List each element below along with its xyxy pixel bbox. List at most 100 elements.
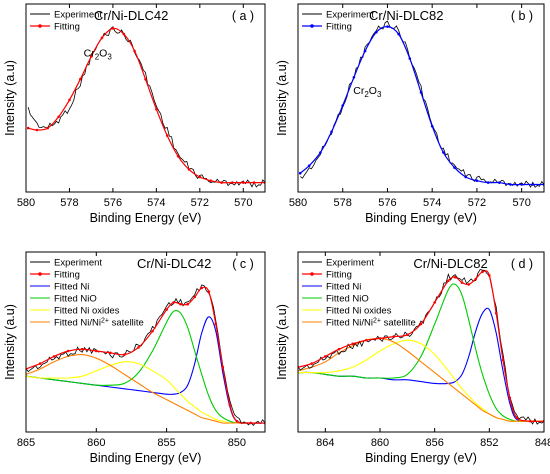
plot-area-b	[298, 20, 544, 188]
legend-label: Experiment	[54, 10, 102, 21]
data-point-fitting	[46, 126, 49, 130]
x-tick-label: 860	[87, 437, 105, 449]
series-line-fitted-ni-ni2-satellite	[26, 353, 265, 424]
data-point-fitting	[494, 311, 498, 315]
data-point-fitting	[151, 329, 154, 333]
data-point-fitting	[419, 91, 423, 94]
data-point-fitting	[352, 76, 356, 79]
series-line-fitted-ni	[26, 316, 265, 424]
legend-marker-fitting	[38, 272, 42, 276]
legend-label: Fitted Ni oxides	[326, 306, 392, 317]
x-tick-label: 574	[423, 197, 441, 209]
data-point-fitting	[228, 403, 232, 407]
x-tick-label: 865	[17, 437, 35, 449]
data-point-fitting	[515, 416, 518, 419]
x-tick-label: 864	[316, 437, 334, 449]
legend-label: Fitting	[54, 22, 80, 33]
data-point-fitting	[172, 301, 175, 304]
panel-tag: ( c )	[232, 257, 254, 271]
peak-annotation: Cr2O3	[353, 85, 382, 99]
plot-area-a	[26, 26, 265, 188]
panel-title: Cr/Ni-DLC42	[137, 256, 211, 271]
data-point-fitting	[165, 308, 168, 311]
data-point-fitting	[392, 335, 396, 338]
data-point-fitting	[442, 151, 445, 154]
legend-label: Experiment	[54, 258, 102, 269]
x-tick-label: 848	[535, 437, 550, 449]
axes-frame-c	[25, 251, 266, 433]
legend-label: Experiment	[326, 258, 374, 269]
data-point-fitting	[365, 338, 368, 342]
data-point-fitting	[165, 134, 169, 137]
data-point-fitting	[109, 351, 112, 355]
data-point-fitting	[351, 342, 355, 346]
legend-label: Fitted NiO	[54, 294, 97, 305]
data-point-fitting	[447, 279, 450, 283]
legend-label: Fitted Ni	[326, 282, 361, 293]
panel-tag: ( b )	[511, 9, 533, 23]
data-point-fitting	[453, 275, 457, 279]
data-point-fitting	[80, 347, 84, 351]
data-point-fitting	[397, 32, 400, 36]
data-point-fitting	[509, 183, 512, 186]
data-point-fitting	[123, 353, 126, 356]
x-tick-label: 572	[468, 197, 486, 209]
legend-label: Fitted Ni oxides	[54, 306, 120, 317]
data-point-fitting	[200, 286, 203, 290]
data-point-fitting	[386, 25, 389, 28]
x-tick-label: 852	[480, 437, 498, 449]
data-point-fitting	[501, 358, 505, 362]
x-tick-label: 580	[17, 197, 35, 209]
panel-title: Cr/Ni-DLC42	[94, 8, 168, 23]
x-tick-label: 578	[60, 197, 78, 209]
panel-b: 580 578 576 574 572 570 Binding Energy (eV) Int…	[275, 3, 545, 225]
data-point-fitting	[231, 181, 234, 184]
x-tick-label: 570	[512, 197, 530, 209]
data-point-fitting	[221, 365, 225, 369]
x-tick-label: 572	[191, 197, 209, 209]
x-tick-label: 578	[334, 197, 352, 209]
x-tick-label: 850	[228, 437, 246, 449]
data-point-fitting	[378, 337, 382, 340]
series-line-experiment	[299, 20, 544, 188]
data-point-fitting	[79, 77, 82, 81]
data-point-fitting	[52, 355, 56, 358]
data-point-fitting	[430, 124, 434, 128]
legend-marker-fitting	[38, 24, 42, 28]
data-point-fitting	[35, 128, 39, 132]
x-tick-label: 856	[425, 437, 443, 449]
data-point-fitting	[341, 104, 345, 107]
x-tick-label: 576	[378, 197, 396, 209]
data-point-fitting	[460, 281, 464, 284]
data-point-fitting	[111, 27, 115, 30]
data-point-fitting	[38, 362, 42, 365]
x-tick-label: 570	[234, 197, 252, 209]
data-point-fitting	[488, 274, 491, 277]
data-point-fitting	[330, 130, 333, 134]
data-point-fitting	[481, 270, 484, 274]
x-tick-label: 860	[371, 437, 389, 449]
data-point-fitting	[137, 346, 140, 349]
data-point-fitting	[193, 295, 196, 299]
data-point-fitting	[89, 55, 93, 58]
y-axis-label: Intensity (a.u)	[275, 304, 289, 380]
legend-label: Fitted Ni/Ni2+ satellite	[54, 318, 144, 329]
legend-label: Experiment	[326, 10, 374, 21]
data-point-fitting	[467, 283, 471, 286]
data-point-fitting	[144, 77, 147, 81]
series-line-fitted-ni-ni2-satellite	[298, 337, 544, 422]
panel-a: 580 578 576 574 572 570 Binding Energy (eV) Int…	[3, 3, 266, 225]
y-axis-label: Intensity (a.u)	[3, 60, 17, 136]
data-point-fitting	[307, 164, 311, 167]
legend-marker-fitting	[310, 24, 314, 28]
panel-tag: ( a )	[232, 9, 254, 23]
panel-title: Cr/Ni-DLC82	[369, 8, 443, 23]
panel-c: 865 860 855 850 Binding Energy (eV) Intensity…	[3, 251, 266, 465]
data-point-fitting	[155, 108, 158, 111]
data-point-fitting	[100, 36, 104, 40]
data-point-fitting	[474, 277, 478, 281]
peak-annotation: Cr2O3	[84, 48, 113, 62]
data-point-fitting	[214, 322, 218, 326]
data-point-fitting	[498, 181, 501, 184]
data-point-fitting	[529, 419, 532, 423]
